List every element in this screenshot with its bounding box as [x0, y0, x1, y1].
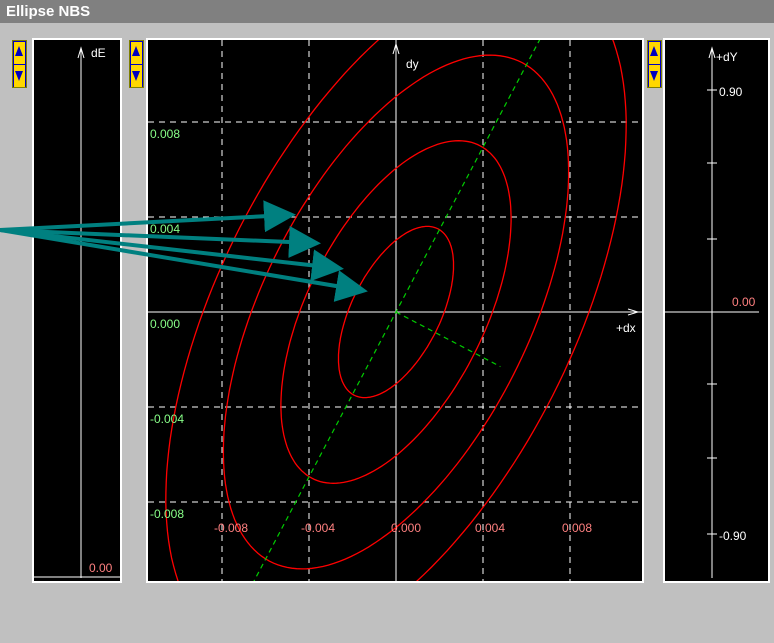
arrow-up-icon [132, 46, 140, 56]
title-bar[interactable]: Ellipse NBS [0, 0, 774, 23]
de-axis-label: dE [91, 46, 106, 60]
y-tick-label: 0.004 [150, 222, 180, 236]
dy-scroll-up-button[interactable] [649, 42, 660, 64]
grid-layer [148, 40, 642, 581]
main-scroll-down-button[interactable] [131, 65, 142, 87]
de-scroll-buttons[interactable] [12, 40, 27, 88]
dy-mid-label: 0.00 [732, 295, 756, 309]
de-panel-canvas: dE 0.00 [34, 46, 120, 578]
dy-scroll-buttons[interactable] [647, 40, 662, 88]
y-axis-arrow-icon [392, 42, 400, 55]
de-axis-arrow-icon [77, 46, 85, 59]
dy-axis-label: +dY [716, 50, 738, 64]
arrow-down-icon [15, 71, 23, 81]
dy-top-label: 0.90 [719, 85, 743, 99]
x-axis-arrow-icon [627, 308, 640, 316]
x-tick-label: 0.008 [562, 521, 592, 535]
arrow-down-icon [650, 71, 658, 81]
axes-layer [148, 40, 642, 581]
x-tick-label: -0.004 [301, 521, 335, 535]
main-scroll-buttons[interactable] [129, 40, 144, 88]
dy-bottom-label: -0.90 [719, 529, 747, 543]
ellipse-plot-panel: -0.008 -0.004 0.000 0.004 0.008 0.008 0.004 0.0… [146, 38, 644, 583]
dy-axis-arrow-icon [708, 46, 716, 59]
x-tick-label: 0.004 [475, 521, 505, 535]
de-value-label: 0.00 [89, 561, 113, 575]
arrow-down-icon [132, 71, 140, 81]
dy-panel: +dY 0.90 0.00 -0.90 [663, 38, 770, 583]
tick-label-layer: -0.008 -0.004 0.000 0.004 0.008 0.008 0.004 0.0… [150, 127, 592, 535]
dy-panel-canvas: +dY 0.90 0.00 -0.90 [665, 46, 759, 578]
principal-axis-line [395, 311, 501, 368]
x-tick-label: -0.008 [214, 521, 248, 535]
de-scroll-up-button[interactable] [14, 42, 25, 64]
de-panel: dE 0.00 [32, 38, 122, 583]
ellipse-plot-canvas: -0.008 -0.004 0.000 0.004 0.008 0.008 0.004 0.0… [148, 40, 642, 581]
y-tick-label: -0.004 [150, 412, 184, 426]
y-tick-label: -0.008 [150, 507, 184, 521]
main-scroll-up-button[interactable] [131, 42, 142, 64]
arrow-up-icon [650, 46, 658, 56]
window-title: Ellipse NBS [6, 3, 91, 20]
de-scroll-down-button[interactable] [14, 65, 25, 87]
y-tick-label: 0.000 [150, 317, 180, 331]
arrow-up-icon [15, 46, 23, 56]
y-tick-label: 0.008 [150, 127, 180, 141]
x-tick-label: 0.000 [391, 521, 421, 535]
principal-axes-layer [253, 40, 541, 581]
y-axis-label: dy [406, 57, 419, 71]
dy-scroll-down-button[interactable] [649, 65, 660, 87]
error-ellipse [337, 225, 455, 399]
error-ellipse [165, 40, 627, 581]
x-axis-label: +dx [616, 321, 636, 335]
